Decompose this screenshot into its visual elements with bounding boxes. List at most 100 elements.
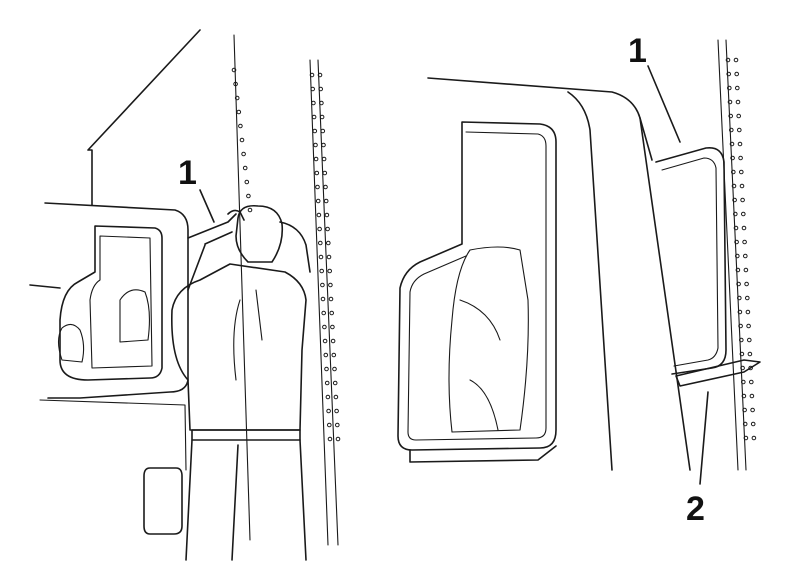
rivet bbox=[239, 137, 245, 143]
callout-right-2: 2 bbox=[686, 490, 705, 528]
rivet bbox=[327, 436, 333, 442]
rivet bbox=[319, 114, 325, 120]
rivet bbox=[318, 254, 324, 260]
rivet bbox=[725, 57, 731, 63]
rivet bbox=[747, 351, 753, 357]
rivet bbox=[739, 351, 745, 357]
cab-window-inner bbox=[89, 235, 153, 369]
rivet bbox=[238, 123, 243, 129]
callout-right-1: 1 bbox=[628, 32, 647, 70]
rivet bbox=[317, 226, 322, 232]
leader-line-right-2 bbox=[699, 391, 709, 485]
rivet bbox=[729, 141, 735, 147]
rivet bbox=[730, 155, 735, 161]
right-scene: 1 2 bbox=[397, 32, 761, 528]
rivet bbox=[233, 81, 238, 87]
cab-lower-edge bbox=[29, 244, 206, 291]
rivet bbox=[739, 337, 744, 343]
pillar-line-c bbox=[317, 59, 339, 546]
rivet bbox=[751, 435, 757, 441]
rivet bbox=[750, 407, 755, 413]
rivet bbox=[328, 282, 333, 288]
rivet bbox=[309, 72, 315, 78]
cab-body bbox=[44, 202, 189, 399]
rivet bbox=[737, 309, 743, 315]
rivet bbox=[319, 100, 324, 106]
rivet bbox=[731, 183, 737, 189]
right-side-window bbox=[655, 146, 727, 375]
rivet bbox=[323, 198, 329, 204]
rivet bbox=[740, 365, 745, 371]
rivet bbox=[324, 366, 329, 372]
rivet bbox=[246, 193, 251, 199]
rivet bbox=[325, 394, 331, 400]
pillar-line-a bbox=[233, 34, 251, 541]
rivet bbox=[315, 198, 321, 204]
seat-left bbox=[57, 323, 85, 363]
rivet bbox=[741, 225, 747, 231]
rivet bbox=[332, 366, 337, 372]
rivet bbox=[735, 99, 741, 105]
person-torso bbox=[171, 263, 307, 431]
rivet bbox=[733, 211, 738, 217]
rivet bbox=[334, 408, 339, 414]
rivet bbox=[332, 380, 338, 386]
rivet bbox=[313, 156, 319, 162]
cab-side-line bbox=[39, 399, 187, 471]
rivet bbox=[319, 268, 325, 274]
pillar-line-b bbox=[309, 59, 329, 546]
rivet bbox=[318, 240, 323, 246]
rivet bbox=[736, 113, 742, 119]
right-side-window-inner bbox=[661, 157, 719, 367]
rivet bbox=[316, 212, 322, 218]
right-cab-pillar bbox=[567, 91, 613, 471]
left-scene: 1 bbox=[29, 29, 341, 561]
rivet bbox=[727, 99, 733, 105]
rivet bbox=[231, 67, 237, 73]
rivet bbox=[727, 85, 732, 91]
rivet bbox=[734, 239, 739, 245]
right-door-window-frame bbox=[397, 121, 557, 451]
callout-left-1: 1 bbox=[178, 154, 197, 192]
rivet bbox=[328, 296, 334, 302]
door-handle-plate bbox=[143, 467, 183, 535]
rivet bbox=[325, 226, 330, 232]
rivet bbox=[320, 296, 326, 302]
rivet bbox=[310, 86, 316, 92]
rivets-left bbox=[231, 67, 341, 442]
rivet bbox=[313, 142, 318, 148]
rivet bbox=[747, 337, 752, 343]
rivet bbox=[330, 338, 336, 344]
person-shirt-fold bbox=[233, 289, 263, 381]
leader-line-left-1 bbox=[199, 189, 215, 223]
rivet bbox=[742, 421, 748, 427]
rivet bbox=[311, 114, 317, 120]
rivet bbox=[312, 128, 318, 134]
rivet bbox=[737, 295, 742, 301]
rivet bbox=[327, 422, 332, 428]
rivet bbox=[744, 281, 749, 287]
rivet bbox=[726, 71, 732, 77]
rivet bbox=[323, 352, 329, 358]
rivet bbox=[737, 141, 743, 147]
rivet bbox=[320, 128, 326, 134]
rivet bbox=[735, 85, 740, 91]
rivet bbox=[739, 169, 744, 175]
rivet bbox=[321, 142, 326, 148]
seat-right bbox=[119, 289, 151, 343]
rivet bbox=[741, 211, 746, 217]
rivet bbox=[326, 240, 331, 246]
rivet bbox=[236, 109, 242, 115]
rivet bbox=[322, 338, 328, 344]
person-head bbox=[235, 204, 284, 263]
rivet bbox=[241, 151, 246, 157]
rivet bbox=[311, 100, 316, 106]
rivet bbox=[324, 212, 330, 218]
rivet bbox=[244, 179, 250, 185]
rivet bbox=[736, 281, 741, 287]
rivet bbox=[329, 310, 335, 316]
right-seat bbox=[448, 246, 529, 433]
rivet bbox=[326, 254, 332, 260]
rivet bbox=[247, 207, 253, 213]
